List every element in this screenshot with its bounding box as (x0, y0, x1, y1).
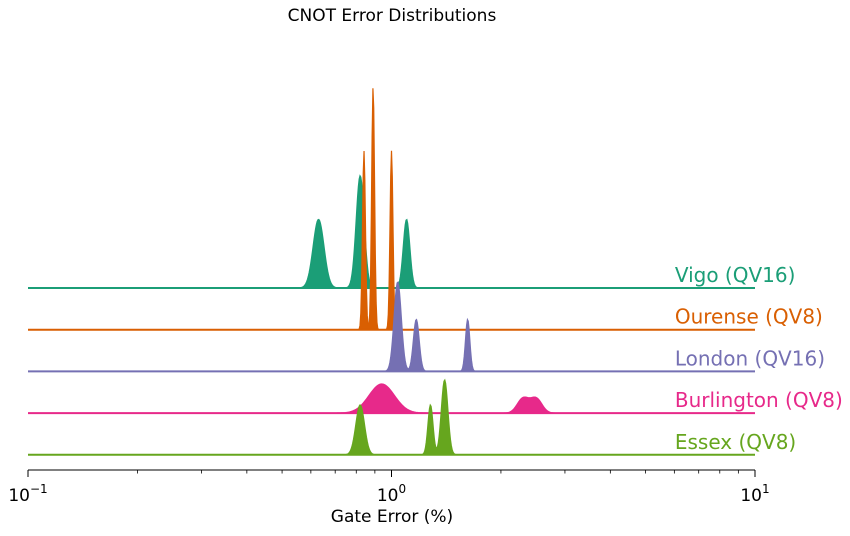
ridges: Vigo (QV16) Ourense (QV8) London (QV16) Bur… (28, 88, 843, 456)
x-tick-label-3: 101 (740, 482, 769, 506)
chart-title: CNOT Error Distributions (288, 6, 497, 26)
series-label-5: Essex (QV8) (675, 430, 796, 454)
series-label-3: London (QV16) (675, 346, 825, 370)
x-tick-label-1: 10−1 (8, 482, 47, 506)
ridge-3: London (QV16) (28, 281, 825, 373)
series-label-2: Ourense (QV8) (675, 305, 823, 329)
x-axis-label: Gate Error (%) (331, 507, 453, 527)
ridge-4: Burlington (QV8) (28, 383, 843, 415)
ridge-1: Vigo (QV16) (28, 174, 796, 289)
x-axis: 10−1 100 101 (8, 469, 770, 506)
ridge-area-2 (28, 88, 755, 331)
ridge-2: Ourense (QV8) (28, 88, 823, 331)
series-label-4: Burlington (QV8) (675, 388, 843, 412)
series-label-1: Vigo (QV16) (675, 263, 796, 287)
x-tick-label-2: 100 (377, 482, 406, 506)
ridge-area-4 (28, 383, 755, 414)
ridge-5: Essex (QV8) (28, 378, 796, 456)
